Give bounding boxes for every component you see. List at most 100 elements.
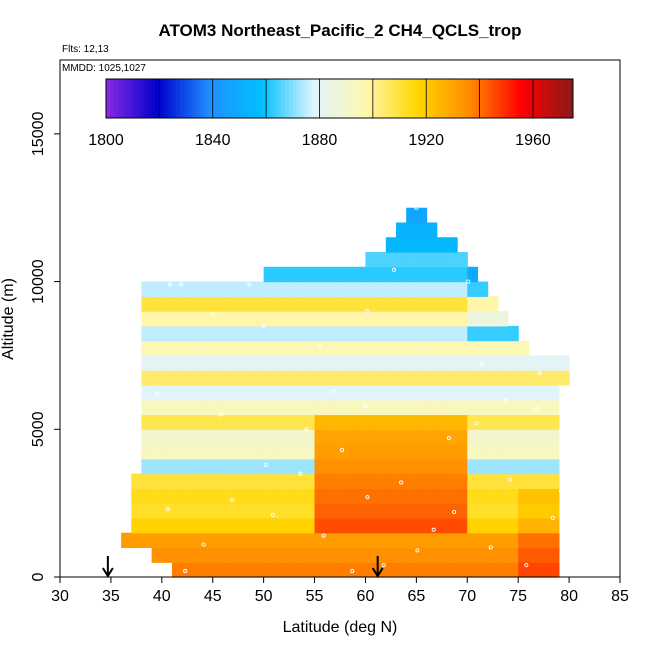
heatmap-cell <box>477 370 489 386</box>
heatmap-cell <box>273 547 285 563</box>
heatmap-cell <box>487 517 499 534</box>
heatmap-cell <box>385 399 397 416</box>
heatmap-cell <box>518 444 529 460</box>
colorbar-swatch <box>285 79 290 118</box>
heatmap-cell <box>345 296 356 312</box>
heatmap-cell <box>528 532 540 549</box>
heatmap-cell <box>345 399 356 416</box>
heatmap-cell <box>202 458 214 475</box>
heatmap-cell <box>487 429 499 445</box>
heatmap-cell <box>314 281 326 297</box>
y-tick-label: 5000 <box>30 411 47 447</box>
x-tick-label: 30 <box>51 588 69 605</box>
colorbar-swatch <box>211 79 216 118</box>
colorbar-swatch <box>199 79 204 118</box>
colorbar-swatch <box>464 79 469 118</box>
heatmap-cell <box>436 517 448 534</box>
heatmap-cell <box>284 414 295 430</box>
colorbar-swatch <box>133 79 138 118</box>
heatmap-cell <box>222 325 234 342</box>
sample-point <box>524 563 529 568</box>
heatmap-cell <box>202 532 214 549</box>
heatmap-cell <box>365 370 377 386</box>
heatmap-cell <box>243 444 255 460</box>
heatmap-cell <box>212 517 224 534</box>
heatmap-cell <box>457 325 468 342</box>
colorbar-swatch <box>269 79 274 118</box>
heatmap-cell <box>457 458 468 475</box>
heatmap-cell <box>385 355 397 371</box>
heatmap-cell <box>233 399 244 416</box>
heatmap-cell <box>426 399 438 416</box>
heatmap-cell <box>365 414 377 430</box>
heatmap-cell <box>243 517 255 534</box>
heatmap-cell <box>548 458 560 475</box>
heatmap-cell <box>334 429 346 445</box>
heatmap-cell <box>355 325 367 342</box>
heatmap-cell <box>375 340 387 357</box>
heatmap-cell <box>151 370 163 386</box>
heatmap-cell <box>396 222 407 238</box>
heatmap-cell <box>284 266 295 283</box>
heatmap-cell <box>406 325 417 342</box>
heatmap-cell <box>446 399 458 416</box>
heatmap-cell <box>416 207 428 224</box>
heatmap-cell <box>426 325 438 342</box>
colorbar-swatch <box>343 79 348 118</box>
heatmap-cell <box>396 399 407 416</box>
heatmap-cell <box>365 532 377 549</box>
heatmap-cell <box>202 370 214 386</box>
heatmap-cell <box>324 355 336 371</box>
heatmap-cell <box>151 325 163 342</box>
heatmap-cell <box>477 517 489 534</box>
heatmap-cell <box>477 458 489 475</box>
heatmap-cell <box>365 503 377 519</box>
heatmap-cell <box>385 296 397 312</box>
heatmap-cell <box>141 488 153 504</box>
colorbar-swatch <box>335 79 340 118</box>
heatmap-cell <box>345 325 356 342</box>
heatmap-cell <box>141 429 153 445</box>
heatmap-cell <box>457 503 468 519</box>
heatmap-cell <box>487 503 499 519</box>
heatmap-cell <box>497 458 509 475</box>
heatmap-cell <box>151 532 163 549</box>
heatmap-cell <box>355 473 367 489</box>
colorbar-swatch <box>339 79 344 118</box>
heatmap-cell <box>192 384 204 401</box>
heatmap-cell <box>508 399 519 416</box>
heatmap-cell <box>202 399 214 416</box>
heatmap-cell <box>141 355 153 371</box>
heatmap-cell <box>508 458 519 475</box>
heatmap-cell <box>151 547 163 563</box>
colorbar-swatch <box>141 79 146 118</box>
heatmap-cell <box>314 414 326 430</box>
colorbar-swatch <box>471 79 477 118</box>
heatmap-cell <box>416 325 428 342</box>
heatmap-cell <box>141 325 153 342</box>
heatmap-cell <box>284 458 295 475</box>
colorbar-swatch <box>323 79 329 118</box>
heatmap-cell <box>375 311 387 327</box>
heatmap-cell <box>243 325 255 342</box>
heatmap-cell <box>436 414 448 430</box>
heatmap-cell <box>324 281 336 297</box>
heatmap-cell <box>192 429 204 445</box>
heatmap-cell <box>385 488 397 504</box>
colorbar-swatch <box>491 79 496 118</box>
heatmap-cell <box>487 532 499 549</box>
heatmap-cell <box>518 458 529 475</box>
colorbar-swatch <box>436 79 442 118</box>
heatmap-cell <box>161 517 173 534</box>
heatmap-cell <box>172 340 183 357</box>
x-tick-label: 45 <box>204 588 222 605</box>
heatmap-cell <box>263 355 275 371</box>
heatmap-cell <box>375 296 387 312</box>
heatmap-cell <box>304 266 316 283</box>
heatmap-cell <box>396 444 407 460</box>
heatmap-cell <box>345 517 356 534</box>
heatmap-cell <box>345 444 356 460</box>
heatmap-cell <box>497 414 509 430</box>
colorbar-swatch <box>148 79 154 118</box>
heatmap-cell <box>324 503 336 519</box>
